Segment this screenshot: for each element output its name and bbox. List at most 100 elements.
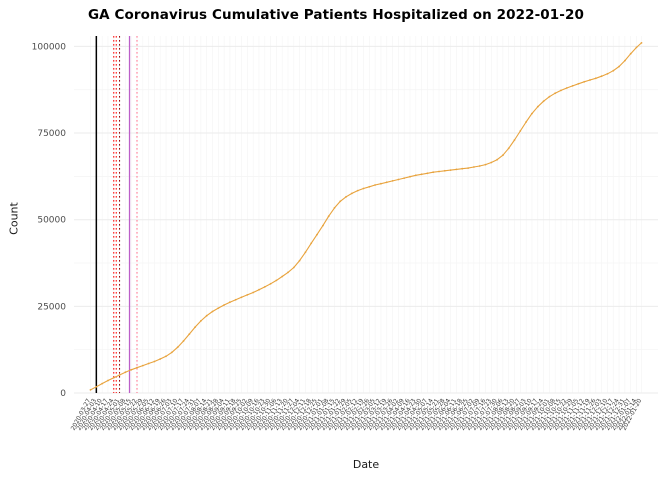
- y-tick-label: 50000: [37, 216, 66, 226]
- series-point: [95, 385, 98, 388]
- series-point: [455, 168, 458, 171]
- series-point: [461, 167, 464, 170]
- series-point: [409, 175, 411, 178]
- series-point: [467, 167, 469, 170]
- series-point: [473, 166, 475, 168]
- series-point: [252, 291, 255, 294]
- series-point: [496, 158, 498, 161]
- series-point: [502, 154, 504, 157]
- series-point: [531, 112, 533, 115]
- series-point: [159, 358, 162, 360]
- series-point: [438, 170, 440, 173]
- series-point: [182, 340, 185, 342]
- series-point: [420, 173, 423, 176]
- series-point: [536, 105, 539, 108]
- series-point: [356, 189, 359, 192]
- series-point: [89, 389, 92, 391]
- series-point: [107, 379, 109, 382]
- series-point: [629, 52, 632, 55]
- series-point: [339, 200, 342, 203]
- series-point: [292, 266, 295, 269]
- series-point: [310, 242, 313, 245]
- series-point: [426, 172, 429, 175]
- series-point: [333, 207, 336, 209]
- chart-title: GA Coronavirus Cumulative Patients Hospi…: [88, 7, 584, 23]
- series-point: [275, 279, 278, 282]
- series-point: [542, 100, 545, 103]
- series-point: [484, 163, 487, 166]
- series-point: [490, 161, 493, 164]
- series-point: [565, 87, 568, 89]
- plot-background: [74, 36, 658, 393]
- series-line: [90, 42, 642, 391]
- series-point: [118, 374, 121, 376]
- series-point: [385, 181, 388, 184]
- series-point: [548, 95, 551, 98]
- series-point: [368, 185, 371, 188]
- y-tick-label: 25000: [37, 302, 66, 312]
- series-point: [165, 355, 167, 358]
- series-point: [153, 360, 156, 363]
- series-point: [246, 294, 249, 296]
- series-point: [397, 178, 400, 181]
- y-tick-label: 100000: [32, 42, 67, 52]
- series-point: [211, 310, 214, 313]
- series-point: [240, 296, 243, 299]
- series-point: [391, 180, 394, 182]
- y-tick-label: 0: [60, 389, 66, 399]
- series-point: [624, 59, 626, 62]
- series-point: [443, 169, 446, 172]
- series-point: [362, 187, 365, 190]
- series-point: [130, 368, 133, 371]
- series-point: [223, 304, 226, 306]
- series-point: [635, 46, 638, 49]
- series-point: [554, 92, 557, 95]
- series-point: [124, 371, 127, 374]
- series-point: [640, 42, 643, 44]
- series-point: [229, 301, 231, 304]
- series-point: [478, 165, 481, 167]
- series-point: [380, 182, 382, 185]
- series-point: [583, 80, 586, 83]
- series-point: [513, 139, 516, 141]
- series-point: [618, 65, 620, 68]
- series-point: [606, 72, 609, 75]
- series-point: [298, 259, 301, 262]
- series-point: [589, 79, 591, 81]
- series-point: [263, 286, 266, 288]
- series-point: [600, 75, 603, 78]
- series-point: [374, 184, 376, 186]
- series-point: [571, 85, 574, 87]
- series-point: [345, 195, 347, 198]
- series-point: [281, 275, 284, 278]
- series-point: [101, 382, 103, 385]
- series-point: [141, 364, 144, 367]
- series-point: [217, 307, 220, 309]
- y-tick-label: 75000: [37, 129, 66, 139]
- series-point: [170, 351, 173, 354]
- series-point: [176, 346, 179, 349]
- series-point: [432, 171, 435, 174]
- y-axis-title: Count: [7, 202, 21, 235]
- series-point: [205, 314, 208, 317]
- series-point: [403, 177, 406, 180]
- series-point: [612, 69, 615, 72]
- series-point: [287, 271, 289, 274]
- series-point: [525, 121, 527, 123]
- series-point: [322, 224, 324, 227]
- series-point: [519, 130, 522, 132]
- series-point: [269, 282, 272, 285]
- series-point: [234, 298, 237, 301]
- series-point: [194, 326, 197, 328]
- series-point: [594, 77, 597, 80]
- series-point: [449, 169, 452, 172]
- series-point: [577, 82, 580, 85]
- series-point: [414, 174, 417, 177]
- series-point: [316, 233, 318, 236]
- series-point: [112, 376, 115, 379]
- series-point: [507, 147, 510, 150]
- series-point: [304, 251, 307, 254]
- series-point: [327, 215, 330, 218]
- series-point: [351, 192, 353, 195]
